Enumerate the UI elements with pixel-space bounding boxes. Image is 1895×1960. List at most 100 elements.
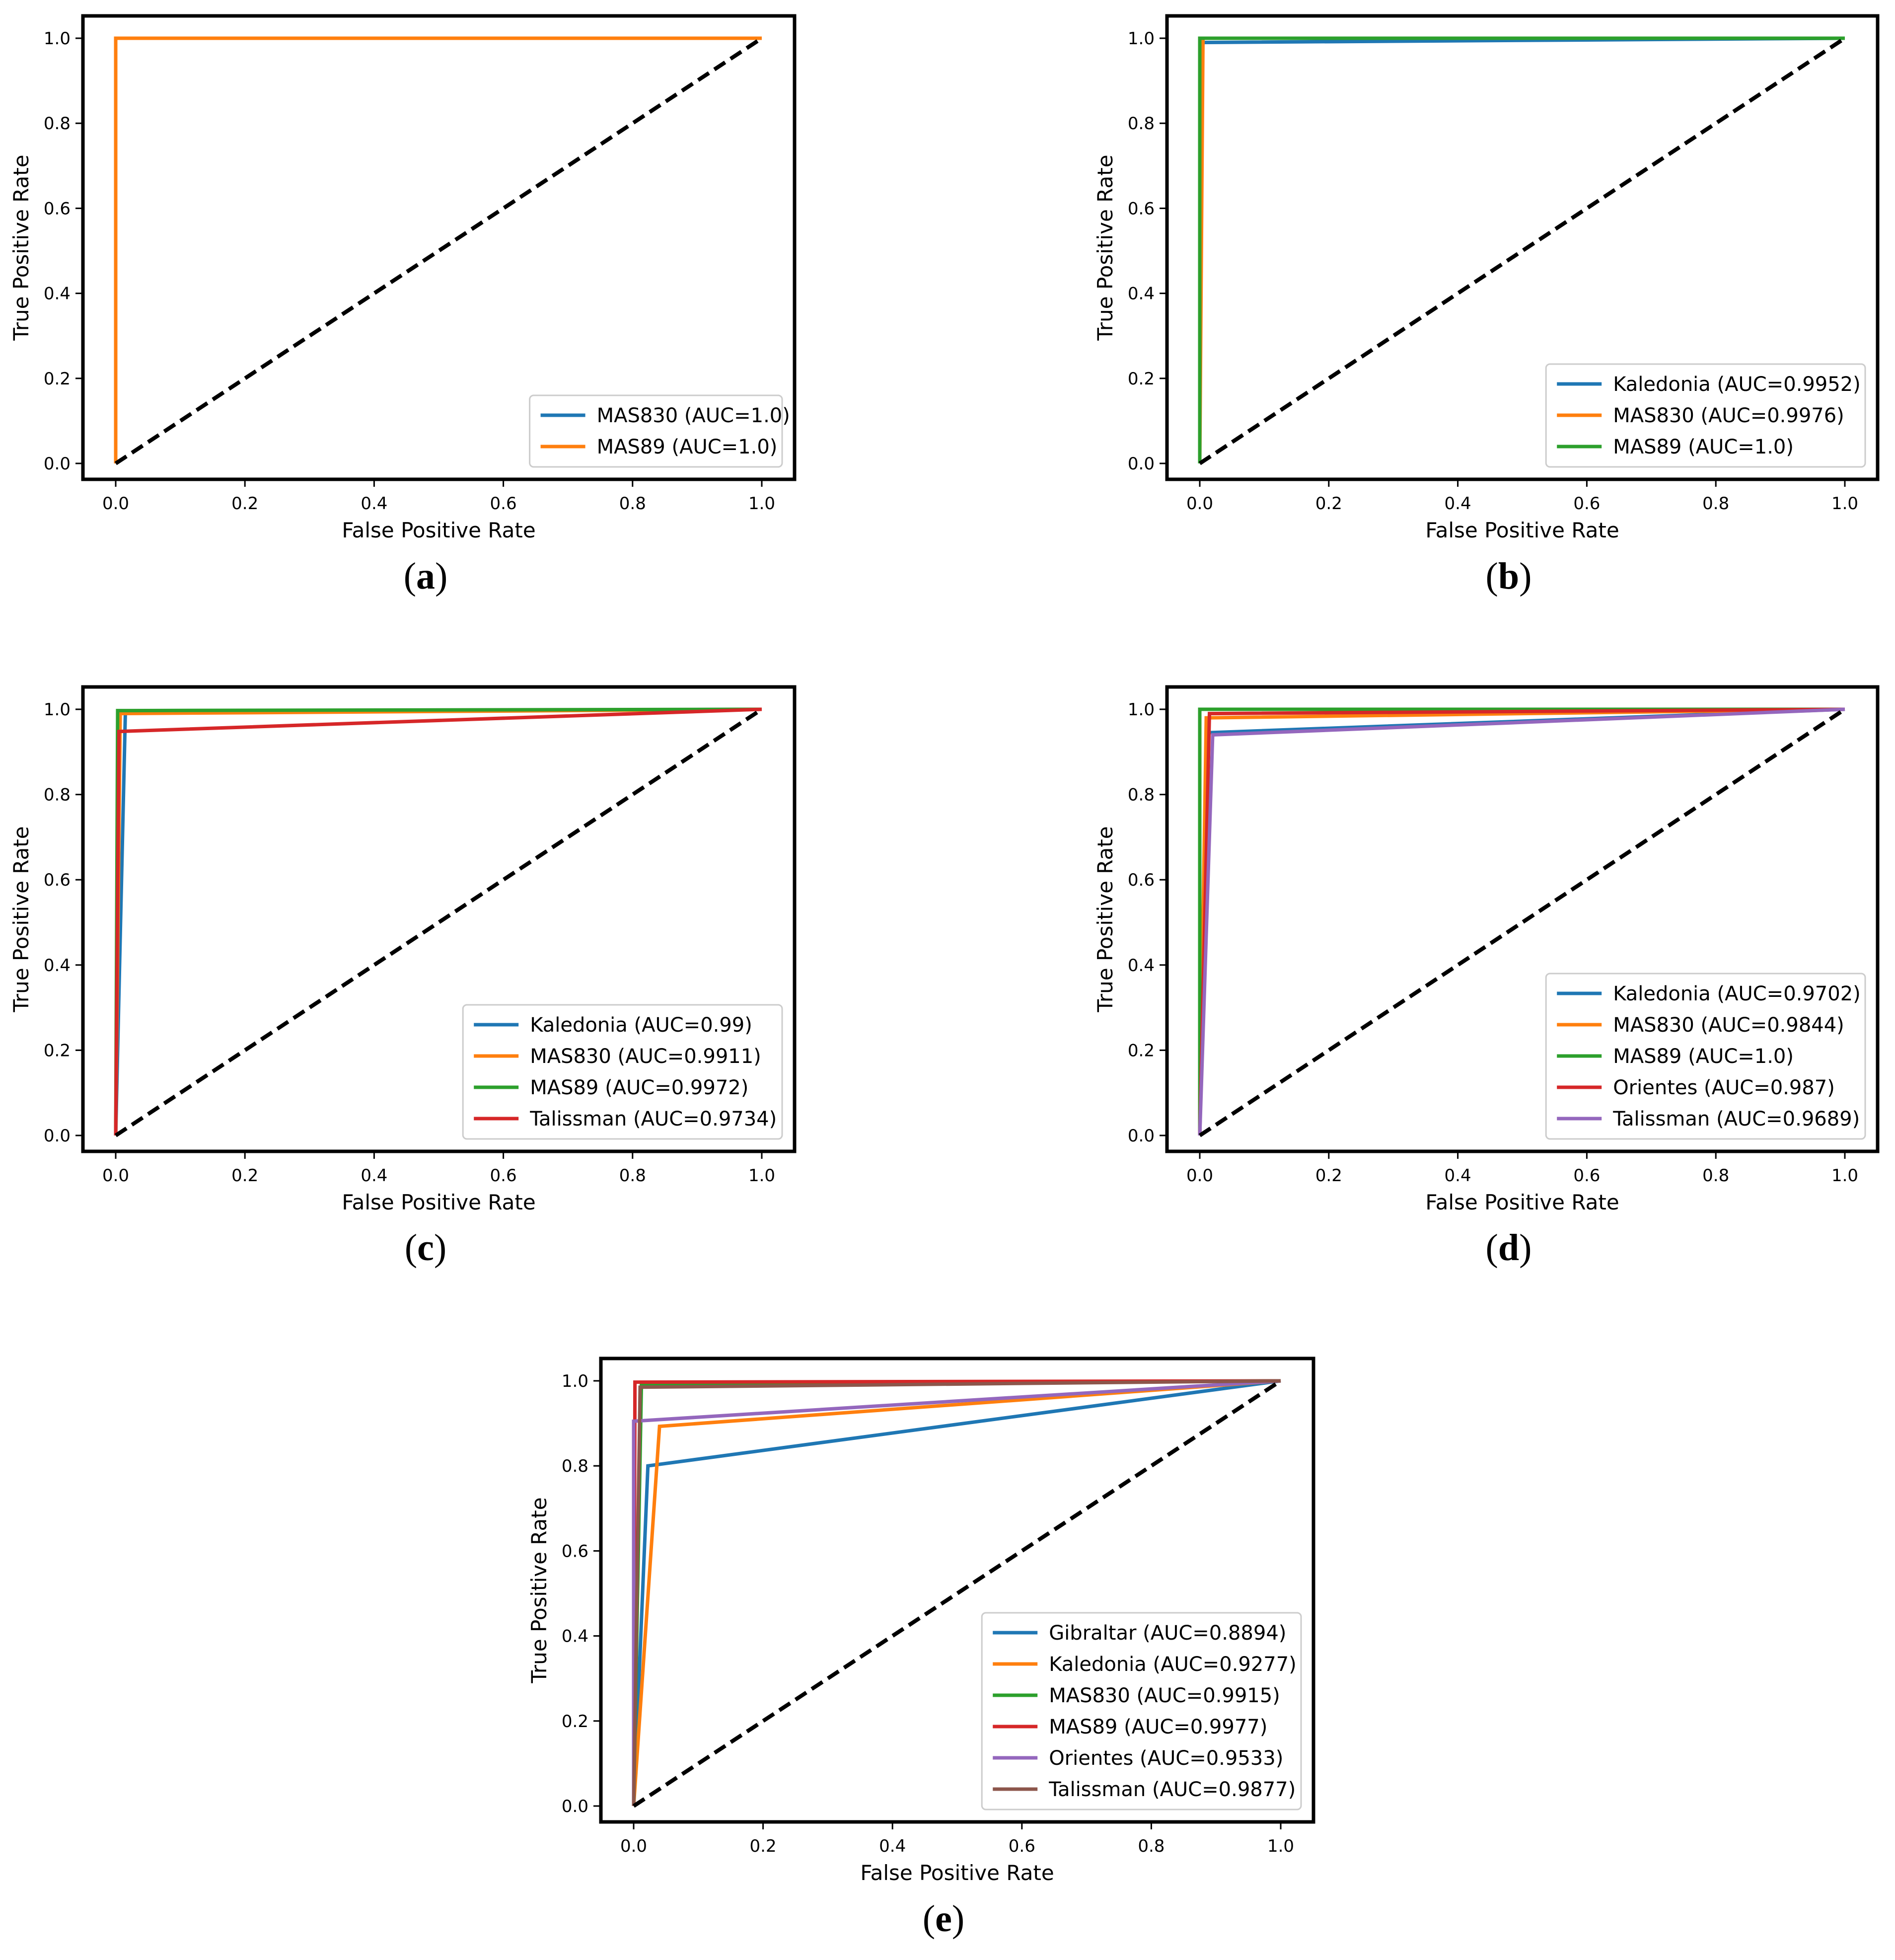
y-axis-label: True Positive Rate [9, 826, 33, 1012]
x-tick-label: 0.8 [1702, 494, 1729, 514]
x-tick-label: 1.0 [1831, 494, 1858, 514]
panel-caption: (c) [405, 1227, 446, 1269]
roc-curve-d-4 [1198, 707, 1845, 1136]
legend-label: Kaledonia (AUC=0.99) [530, 1014, 752, 1037]
y-tick-label: 0.2 [44, 1041, 71, 1060]
y-axis-label: True Positive Rate [9, 154, 33, 341]
roc-curve-e-1 [632, 1379, 1281, 1807]
plot-frame [81, 14, 797, 481]
roc-curve-e-4 [632, 1379, 1281, 1806]
y-tick-label: 0.2 [562, 1712, 588, 1732]
y-tick-label: 0.0 [1128, 1126, 1155, 1146]
y-tick-label: 0.2 [1128, 1041, 1155, 1060]
x-tick-label: 0.0 [620, 1836, 647, 1856]
y-tick-label: 0.4 [44, 956, 71, 976]
diagonal-reference-line [1198, 36, 1846, 465]
x-tick-label: 0.8 [619, 1166, 646, 1186]
roc-curve-e-0 [632, 1379, 1281, 1807]
legend-label: MAS830 (AUC=0.9911) [530, 1045, 761, 1068]
y-tick-label: 0.0 [562, 1797, 588, 1816]
legend-label: MAS830 (AUC=1.0) [597, 404, 790, 427]
legend-label: MAS830 (AUC=0.9915) [1049, 1684, 1280, 1707]
legend-label: Talissman (AUC=0.9689) [1612, 1108, 1860, 1131]
x-tick-label: 0.6 [1573, 494, 1600, 514]
y-tick-label: 0.6 [44, 199, 71, 219]
y-axis-label: True Positive Rate [1093, 154, 1117, 341]
x-tick-label: 0.2 [1315, 1166, 1342, 1186]
x-tick-label: 0.0 [102, 1166, 129, 1186]
panel-caption: (b) [1486, 555, 1532, 597]
legend-label: Gibraltar (AUC=0.8894) [1049, 1622, 1286, 1645]
panel-caption: (a) [404, 555, 448, 597]
x-tick-label: 0.6 [490, 494, 517, 514]
panel-a: 0.0 0.2 0.4 0.6 0.8 1.0 0.0 0.2 0.4 0.6 0.8 1.0 Fals… [9, 14, 797, 597]
legend-label: MAS89 (AUC=1.0) [1613, 1045, 1794, 1068]
legend-box [1545, 363, 1866, 468]
roc-curve-b-2 [1198, 36, 1845, 463]
x-axis-label: False Positive Rate [342, 518, 535, 542]
y-tick-label: 0.0 [44, 454, 71, 474]
panel-b: 0.0 0.2 0.4 0.6 0.8 1.0 0.0 0.2 0.4 0.6 0.8 1.0 Fals… [1093, 14, 1880, 597]
y-tick-label: 0.6 [44, 870, 71, 890]
diagonal-reference-line [114, 36, 763, 465]
x-tick-label: 1.0 [1831, 1166, 1858, 1186]
legend-label: Kaledonia (AUC=0.9952) [1613, 373, 1861, 396]
legend-box [462, 1004, 783, 1140]
y-tick-label: 0.8 [44, 785, 71, 805]
y-tick-label: 1.0 [1128, 29, 1155, 49]
x-tick-label: 1.0 [748, 1166, 775, 1186]
legend-box [981, 1612, 1302, 1810]
x-tick-label: 0.4 [361, 1166, 387, 1186]
plot-frame [1165, 685, 1880, 1153]
y-tick-label: 0.6 [1128, 870, 1155, 890]
legend-box [529, 394, 783, 468]
legend-label: MAS830 (AUC=0.9844) [1613, 1014, 1844, 1037]
y-tick-label: 1.0 [44, 700, 71, 720]
panel-c: 0.0 0.2 0.4 0.6 0.8 1.0 0.0 0.2 0.4 0.6 0.8 1.0 Fals… [9, 685, 797, 1269]
x-tick-label: 0.4 [879, 1836, 906, 1856]
x-tick-label: 0.8 [1138, 1836, 1165, 1856]
x-tick-label: 0.2 [750, 1836, 777, 1856]
legend-label: Orientes (AUC=0.9533) [1049, 1747, 1283, 1770]
legend-label: MAS89 (AUC=1.0) [1613, 436, 1794, 458]
x-tick-label: 0.6 [1573, 1166, 1600, 1186]
roc-curve-c-3 [114, 707, 762, 1136]
x-tick-label: 1.0 [1267, 1836, 1294, 1856]
x-tick-label: 0.2 [231, 494, 258, 514]
y-tick-label: 0.8 [1128, 114, 1155, 134]
x-tick-label: 0.4 [1445, 494, 1471, 514]
x-tick-label: 0.8 [619, 494, 646, 514]
x-tick-label: 0.0 [102, 494, 129, 514]
x-tick-label: 0.2 [1315, 494, 1342, 514]
legend-label: Talissman (AUC=0.9734) [529, 1108, 777, 1131]
x-tick-label: 0.6 [1009, 1836, 1035, 1856]
x-tick-label: 0.0 [1186, 494, 1213, 514]
y-tick-label: 0.2 [1128, 369, 1155, 389]
x-axis-label: False Positive Rate [342, 1190, 535, 1214]
x-tick-label: 0.4 [1445, 1166, 1471, 1186]
y-tick-label: 0.2 [44, 369, 71, 389]
diagonal-reference-line [1198, 707, 1846, 1137]
legend-label: MAS830 (AUC=0.9976) [1613, 404, 1844, 427]
plot-frame [1165, 14, 1880, 481]
y-tick-label: 0.6 [1128, 199, 1155, 219]
x-tick-label: 0.0 [1186, 1166, 1213, 1186]
y-tick-label: 1.0 [1128, 700, 1155, 720]
y-tick-label: 1.0 [562, 1371, 588, 1391]
y-axis-label: True Positive Rate [527, 1497, 551, 1683]
x-tick-label: 0.4 [361, 494, 387, 514]
panel-d: 0.0 0.2 0.4 0.6 0.8 1.0 0.0 0.2 0.4 0.6 0.8 1.0 Fals… [1093, 685, 1880, 1269]
y-tick-label: 0.8 [44, 114, 71, 134]
x-tick-label: 1.0 [748, 494, 775, 514]
plot-frame [81, 685, 797, 1153]
y-tick-label: 0.8 [1128, 785, 1155, 805]
x-tick-label: 0.2 [231, 1166, 258, 1186]
y-tick-label: 0.4 [1128, 284, 1155, 304]
y-tick-label: 0.4 [562, 1627, 588, 1647]
x-tick-label: 0.6 [490, 1166, 517, 1186]
y-tick-label: 1.0 [44, 29, 71, 49]
legend-label: Kaledonia (AUC=0.9277) [1049, 1653, 1297, 1676]
legend-label: Kaledonia (AUC=0.9702) [1613, 982, 1861, 1005]
panel-caption: (e) [923, 1898, 964, 1940]
